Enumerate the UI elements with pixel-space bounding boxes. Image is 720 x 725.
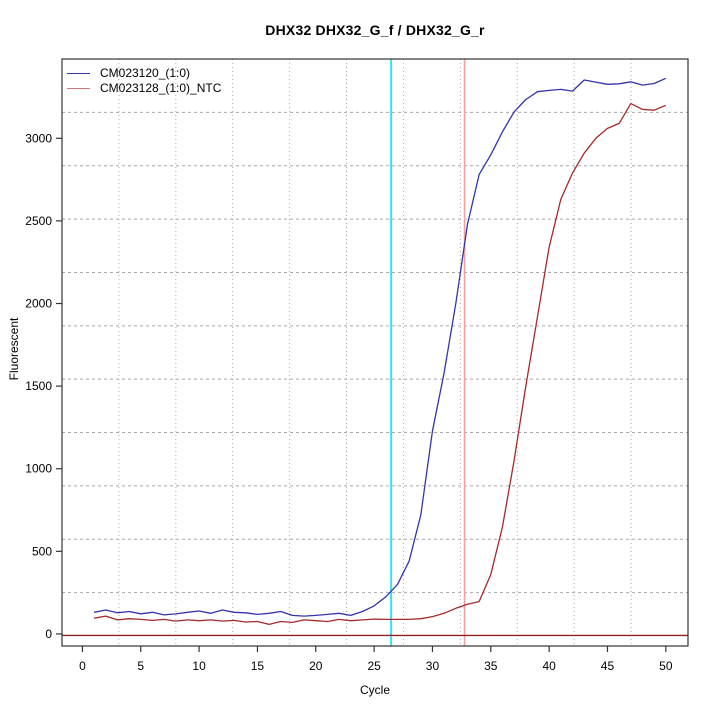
y-tick-label: 500 — [32, 544, 52, 558]
legend-line-sample — [67, 73, 90, 74]
plot-title: DHX32 DHX32_G_f / DHX32_G_r — [265, 22, 485, 38]
x-axis-label: Cycle — [359, 683, 390, 697]
y-tick-label: 3000 — [25, 131, 52, 145]
series-line-CM023128_(1:0)_NTC — [93, 102, 667, 626]
y-tick-label: 1000 — [25, 462, 52, 476]
series-line-CM023120_(1:0) — [93, 77, 667, 617]
legend-line-sample — [67, 88, 90, 89]
x-tick-label: 45 — [601, 659, 615, 673]
y-tick-label: 0 — [45, 627, 52, 641]
x-tick-label: 5 — [137, 659, 144, 673]
x-tick-label: 40 — [542, 659, 556, 673]
y-tick-label: 2500 — [25, 214, 52, 228]
legend-label: CM023120_(1:0) — [100, 66, 191, 80]
y-axis-label: Fluorescent — [7, 317, 21, 381]
x-tick-label: 0 — [79, 659, 86, 673]
x-tick-label: 15 — [251, 659, 265, 673]
x-tick-label: 10 — [192, 659, 206, 673]
legend: CM023120_(1:0) CM023128_(1:0)_NTC — [67, 66, 221, 96]
plot-box — [61, 58, 689, 647]
legend-item: CM023128_(1:0)_NTC — [67, 81, 221, 96]
legend-item: CM023120_(1:0) — [67, 66, 221, 81]
y-tick-label: 1500 — [25, 379, 52, 393]
x-tick-label: 50 — [659, 659, 673, 673]
legend-label: CM023128_(1:0)_NTC — [100, 81, 222, 95]
y-tick-label: 2000 — [25, 297, 52, 311]
x-tick-label: 20 — [309, 659, 323, 673]
x-tick-label: 35 — [484, 659, 498, 673]
x-tick-label: 30 — [426, 659, 440, 673]
x-tick-label: 25 — [367, 659, 381, 673]
